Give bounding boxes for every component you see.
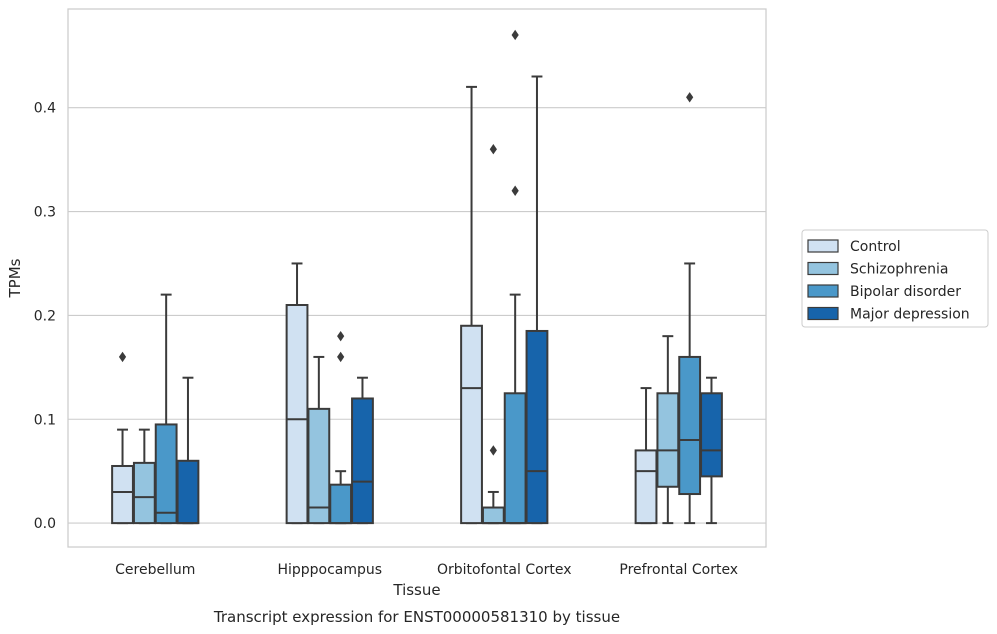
chart-caption: Transcript expression for ENST0000058131… — [213, 608, 620, 626]
legend: Control Schizophrenia Bipolar disorder Majo… — [801, 229, 989, 328]
x-axis-ticks: Cerebellum Hipppocampus Orbitofontal Corte… — [115, 562, 738, 578]
outlier-point — [686, 92, 694, 103]
box-0-1 — [132, 428, 156, 525]
box-body — [154, 423, 178, 525]
box-body — [525, 329, 549, 525]
outlier-point — [489, 144, 497, 155]
box-body — [329, 483, 353, 525]
box-body — [460, 324, 483, 525]
box-1-3 — [351, 376, 374, 525]
outlier-point — [511, 29, 519, 41]
box-0-3 — [176, 376, 200, 525]
box-body — [700, 392, 723, 478]
box-body — [351, 397, 374, 525]
legend-label: Major depression — [850, 307, 970, 323]
box-2-0 — [460, 85, 483, 525]
box-body — [176, 459, 200, 525]
plot-frame — [67, 8, 767, 548]
box-body — [307, 407, 331, 525]
box-3-3 — [700, 376, 723, 525]
box-2-1 — [481, 144, 505, 525]
outlier-point — [511, 185, 519, 196]
legend-swatch — [807, 239, 839, 253]
y-tick-label: 0.2 — [34, 308, 56, 324]
x-tick-label: Orbitofontal Cortex — [437, 562, 572, 578]
x-tick-label: Cerebellum — [115, 562, 195, 578]
outlier-point — [337, 330, 345, 342]
box-2-3 — [525, 75, 549, 525]
outlier-point — [337, 351, 345, 363]
y-tick-label: 0.1 — [34, 412, 56, 428]
box-body — [678, 355, 702, 496]
boxes — [111, 29, 723, 525]
y-tick-label: 0.4 — [34, 101, 56, 117]
legend-label: Bipolar disorder — [850, 284, 961, 300]
box-body — [656, 392, 680, 488]
y-tick-label: 0.3 — [34, 205, 56, 221]
legend-frame — [801, 229, 989, 328]
legend-swatch — [807, 261, 839, 276]
box-0-0 — [111, 351, 134, 525]
box-body — [285, 304, 309, 525]
box-3-0 — [634, 387, 658, 525]
x-tick-label: Prefrontal Cortex — [619, 562, 738, 578]
y-axis-ticks: 0.0 0.1 0.2 0.3 0.4 — [34, 101, 56, 532]
y-tick-label: 0.0 — [34, 516, 56, 532]
box-body — [634, 449, 658, 525]
outlier-point — [118, 351, 127, 363]
box-3-2 — [678, 92, 702, 525]
y-axis-label: TPMs — [6, 258, 24, 298]
box-0-2 — [154, 293, 178, 525]
box-body — [481, 506, 505, 525]
box-body — [503, 392, 527, 525]
box-1-2 — [329, 330, 353, 525]
box-3-1 — [656, 335, 680, 525]
x-axis-label: Tissue — [392, 581, 440, 599]
legend-label: Schizophrenia — [850, 262, 948, 278]
outlier-point — [489, 445, 497, 456]
box-body — [111, 464, 134, 525]
legend-swatch — [807, 306, 839, 321]
box-1-1 — [307, 355, 331, 525]
box-body — [132, 461, 156, 525]
box-2-2 — [503, 29, 527, 525]
legend-swatch — [807, 284, 839, 298]
legend-label: Control — [850, 239, 901, 255]
box-1-0 — [285, 262, 309, 525]
x-tick-label: Hipppocampus — [277, 562, 382, 578]
